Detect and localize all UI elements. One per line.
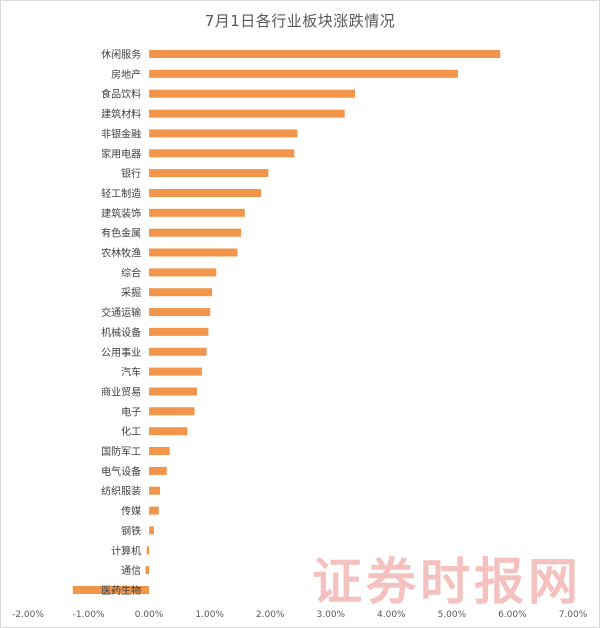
x-tick-label: 6.00% (498, 610, 527, 620)
bar-传媒 (149, 506, 159, 515)
bar-房地产 (149, 69, 458, 78)
x-tick-label: 1.00% (195, 610, 224, 620)
category-label: 纺织服装 (101, 485, 141, 498)
bar-国防军工 (149, 447, 170, 455)
bar-交通运输 (149, 308, 211, 317)
bar-有色金属 (149, 228, 242, 237)
category-label: 商业贸易 (101, 386, 141, 399)
bar-化工 (149, 427, 188, 436)
category-label: 银行 (121, 167, 141, 180)
bar-公用事业 (149, 347, 207, 356)
bar-休闲服务 (149, 50, 501, 58)
bar-计算机 (146, 546, 150, 555)
bar-医药生物 (72, 586, 150, 594)
category-label: 计算机 (111, 544, 141, 557)
category-label: 机械设备 (101, 326, 141, 339)
category-label: 农林牧渔 (101, 247, 141, 260)
x-tick-label: -1.00% (73, 610, 105, 620)
category-label: 建筑装饰 (101, 207, 141, 220)
bar-家用电器 (149, 149, 295, 158)
bar-综合 (149, 268, 217, 277)
bar-建筑材料 (149, 109, 345, 118)
category-label: 通信 (121, 565, 141, 577)
bar-钢铁 (149, 526, 154, 535)
bar-通信 (145, 566, 150, 575)
category-label: 汽车 (121, 366, 141, 379)
bar-非银金融 (149, 129, 298, 138)
category-label: 家用电器 (101, 147, 141, 160)
category-label: 钢铁 (121, 524, 141, 537)
bar-银行 (149, 169, 269, 178)
x-tick-label: 0.00% (135, 610, 164, 620)
x-tick-label: 7.00% (559, 610, 588, 620)
bar-纺织服装 (149, 486, 160, 495)
category-label: 休闲服务 (101, 48, 141, 61)
bar-采掘 (149, 288, 213, 297)
category-label: 电子 (121, 405, 141, 418)
x-tick-label: -2.00% (12, 610, 44, 620)
bar-汽车 (149, 367, 202, 376)
bar-农林牧渔 (149, 248, 238, 257)
category-label: 综合 (121, 266, 141, 279)
x-tick-label: 5.00% (438, 610, 467, 620)
category-label: 化工 (121, 425, 141, 438)
category-label: 国防军工 (101, 445, 141, 458)
bar-机械设备 (149, 327, 209, 336)
bar-建筑装饰 (149, 208, 245, 217)
x-tick-label: 4.00% (377, 610, 406, 620)
category-label: 非银金融 (101, 127, 141, 140)
category-label: 交通运输 (101, 306, 141, 319)
bar-食品饮料 (149, 89, 355, 98)
category-label: 轻工制造 (101, 187, 141, 200)
bar-轻工制造 (149, 189, 262, 197)
category-label: 传媒 (121, 506, 141, 518)
category-label: 电气设备 (101, 465, 141, 478)
bar-商业贸易 (149, 387, 197, 396)
x-tick-label: 2.00% (256, 610, 285, 620)
category-label: 建筑材料 (101, 108, 141, 121)
bar-电子 (149, 407, 195, 416)
category-label: 医药生物 (101, 584, 141, 597)
x-tick-label: 3.00% (317, 610, 346, 620)
category-label: 有色金属 (101, 227, 141, 240)
category-label: 采掘 (121, 286, 141, 299)
chart-title: 7月1日各行业板块涨跌情况 (204, 12, 396, 30)
category-label: 食品饮料 (101, 88, 141, 101)
category-label: 公用事业 (101, 346, 141, 359)
category-label: 房地产 (111, 68, 141, 81)
bar-电气设备 (149, 466, 167, 475)
